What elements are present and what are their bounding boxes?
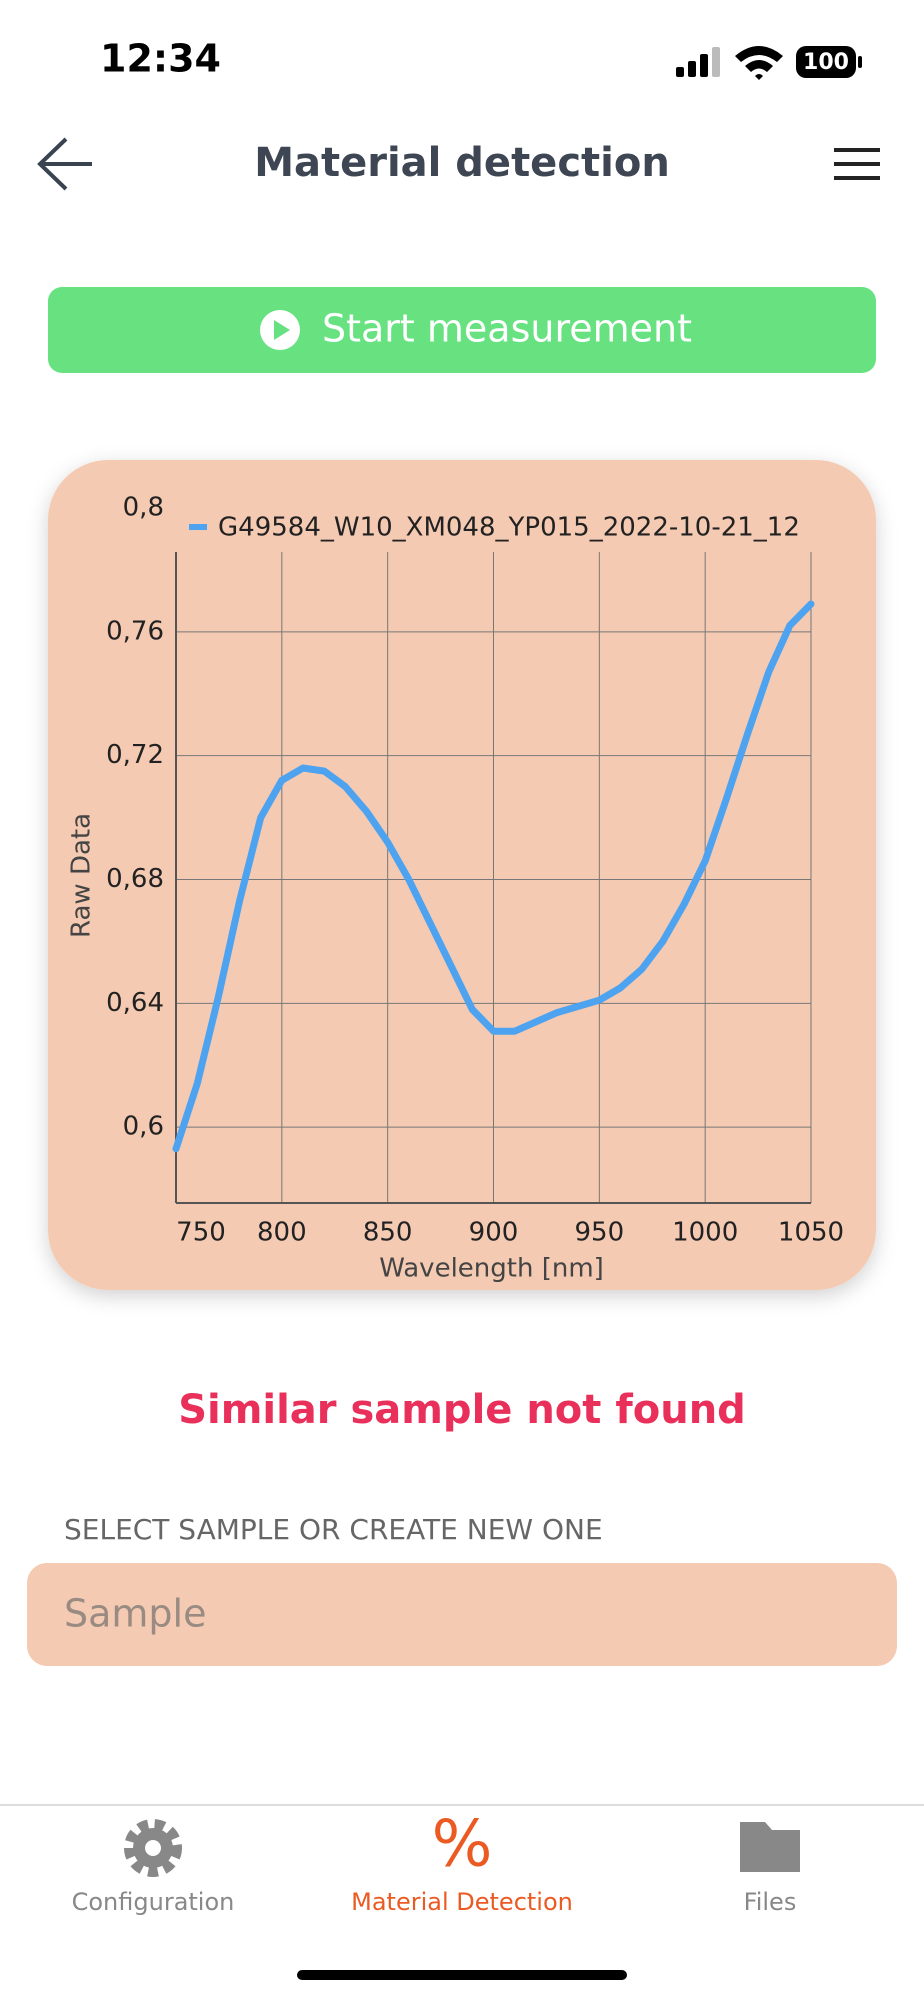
wifi-icon (735, 46, 783, 80)
tab-configuration[interactable]: Configuration (72, 1819, 235, 1916)
y-tick-label: 0,8 (123, 493, 164, 523)
sample-placeholder: Sample (64, 1592, 206, 1636)
tab-material-detection[interactable]: % Material Detection (351, 1808, 573, 1916)
play-triangle (274, 320, 290, 340)
tab-label: Configuration (72, 1888, 235, 1916)
start-button-bg[interactable] (48, 287, 876, 373)
y-tick-label: 0,72 (106, 740, 164, 770)
tab-label: Material Detection (351, 1888, 573, 1916)
y-tick-label: 0,68 (106, 864, 164, 894)
signal-icon (676, 47, 720, 77)
sample-caption: SELECT SAMPLE OR CREATE NEW ONE (64, 1513, 603, 1546)
x-tick-label: 900 (469, 1218, 519, 1248)
header-title: Material detection (254, 140, 670, 186)
legend-swatch (189, 524, 207, 530)
folder-icon (740, 1822, 800, 1872)
x-tick-label: 800 (257, 1218, 307, 1248)
chart-card (48, 460, 876, 1290)
start-button[interactable]: Start measurement (48, 287, 876, 373)
menu-button[interactable] (834, 148, 880, 180)
result-message: Similar sample not found (178, 1387, 746, 1433)
x-tick-label: 1000 (672, 1218, 738, 1248)
tab-label: Files (744, 1888, 797, 1916)
sample-input[interactable] (27, 1563, 897, 1666)
chart: 0,6 0,64 0,68 0,72 0,76 0,8 750 800 850 900 950 100… (67, 493, 845, 1284)
back-button[interactable] (37, 137, 92, 191)
gear-hole (145, 1840, 161, 1856)
battery-tip (858, 56, 862, 68)
tab-icon: % (432, 1808, 493, 1882)
status-time: 12:34 (100, 37, 221, 81)
y-tick-label: 0,76 (106, 616, 164, 646)
battery-level: 100 (803, 50, 849, 75)
y-axis-label: Raw Data (67, 813, 97, 938)
x-tick-label: 750 (176, 1218, 226, 1248)
x-tick-label: 950 (575, 1218, 625, 1248)
x-tick-label: 850 (363, 1218, 413, 1248)
x-tick-label: 1050 (778, 1218, 844, 1248)
start-button-label: Start measurement (322, 307, 692, 351)
battery-icon (796, 46, 856, 78)
y-tick-label: 0,64 (106, 988, 164, 1018)
home-indicator (297, 1970, 627, 1980)
legend-label: G49584_W10_XM048_YP015_2022-10-21_12 (218, 513, 800, 543)
y-tick-label: 0,6 (123, 1112, 164, 1142)
gear-icon (124, 1819, 182, 1877)
x-axis-label: Wavelength [nm] (379, 1254, 604, 1284)
data-line (172, 600, 815, 1153)
tab-files[interactable]: Files (740, 1822, 800, 1916)
